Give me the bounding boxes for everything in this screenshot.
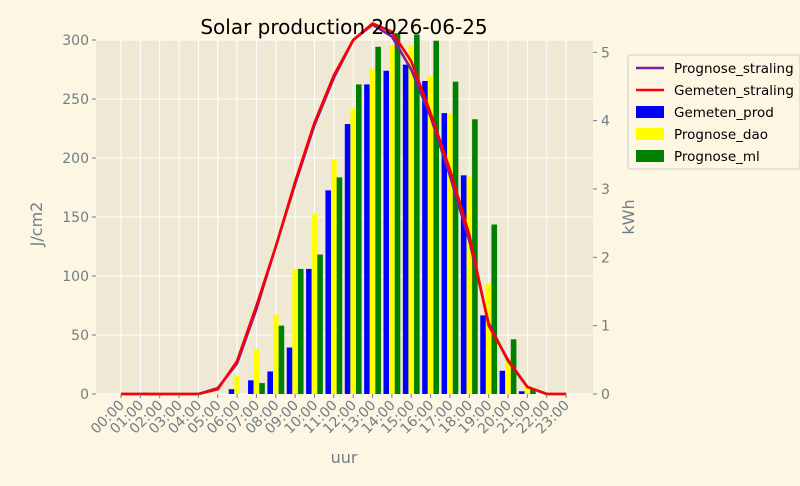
y-axis-label-left: J/cm2 bbox=[27, 202, 46, 248]
y-tick-label-right: 3 bbox=[601, 182, 610, 198]
y-axis-label-right: kWh bbox=[619, 199, 638, 234]
bar-prognose-dao bbox=[234, 375, 240, 394]
bar-prognose-dao bbox=[369, 68, 376, 395]
legend-box bbox=[627, 54, 800, 170]
bar-gemeten-prod bbox=[325, 190, 332, 394]
bar-gemeten-prod bbox=[364, 84, 370, 395]
bar-gemeten-prod bbox=[441, 113, 448, 395]
bar-prognose-dao bbox=[273, 314, 279, 394]
bar-gemeten-prod bbox=[499, 370, 506, 394]
bar-prognose-ml bbox=[394, 33, 401, 395]
bar-gemeten-prod bbox=[422, 81, 428, 395]
bar-prognose-dao bbox=[331, 158, 337, 394]
bar-prognose-dao bbox=[253, 348, 260, 394]
bar-prognose-ml bbox=[336, 177, 343, 394]
bar-gemeten-prod bbox=[306, 268, 312, 394]
y-tick-label-left: 250 bbox=[62, 92, 89, 108]
y-tick-label-left: 300 bbox=[62, 33, 89, 49]
legend-label: Gemeten_prod bbox=[674, 105, 774, 121]
legend-swatch-bar bbox=[636, 150, 664, 162]
legend-label: Prognose_ml bbox=[674, 149, 760, 165]
legend-swatch-bar bbox=[636, 128, 664, 140]
x-axis-label: uur bbox=[331, 448, 358, 467]
bar-prognose-ml bbox=[452, 81, 459, 394]
bar-prognose-dao bbox=[524, 385, 531, 394]
legend-label: Prognose_straling bbox=[674, 61, 794, 77]
bar-prognose-dao bbox=[408, 45, 415, 394]
bar-prognose-dao bbox=[447, 113, 453, 395]
bar-prognose-dao bbox=[466, 176, 473, 394]
legend: Prognose_straling Gemeten_straling Gemeten… bbox=[627, 54, 800, 170]
bar-series-group bbox=[143, 33, 536, 395]
bar-gemeten-prod bbox=[228, 389, 235, 394]
bar-prognose-ml bbox=[259, 383, 265, 394]
y-tick-label-right: 0 bbox=[601, 387, 610, 403]
y-tick-label-left: 100 bbox=[62, 269, 89, 285]
line-series-group bbox=[121, 22, 567, 396]
bar-prognose-ml bbox=[491, 224, 498, 394]
bar-gemeten-prod bbox=[460, 175, 467, 394]
y-tick-label-left: 0 bbox=[80, 387, 89, 403]
bar-gemeten-prod bbox=[402, 64, 409, 394]
y-tick-label-left: 200 bbox=[62, 151, 89, 167]
bar-prognose-ml bbox=[375, 46, 381, 394]
bar-prognose-dao bbox=[505, 358, 511, 394]
bar-gemeten-prod bbox=[267, 371, 273, 394]
bar-gemeten-prod bbox=[383, 70, 390, 394]
bar-prognose-dao bbox=[311, 213, 318, 394]
bar-gemeten-prod bbox=[286, 347, 293, 394]
bar-prognose-ml bbox=[317, 254, 323, 394]
bar-prognose-dao bbox=[292, 268, 298, 394]
bar-prognose-dao bbox=[350, 108, 356, 394]
chart-title: Solar production 2026-06-25 bbox=[200, 15, 487, 39]
y-tick-label-right: 1 bbox=[601, 319, 610, 335]
bar-prognose-ml bbox=[356, 84, 362, 395]
legend-label: Prognose_dao bbox=[674, 127, 768, 143]
line-gemeten-straling bbox=[121, 22, 567, 396]
y-tick-label-left: 150 bbox=[62, 210, 89, 226]
bar-prognose-ml bbox=[433, 40, 439, 394]
bar-gemeten-prod bbox=[480, 315, 486, 394]
y-tick-label-left: 50 bbox=[71, 328, 89, 344]
bar-prognose-ml bbox=[297, 268, 304, 394]
bar-gemeten-prod bbox=[518, 391, 525, 394]
y-tick-label-right: 2 bbox=[601, 250, 610, 266]
legend-label: Gemeten_straling bbox=[674, 83, 794, 99]
bar-prognose-ml bbox=[530, 389, 536, 394]
bar-prognose-dao bbox=[485, 283, 492, 394]
y-tick-label-right: 5 bbox=[601, 45, 610, 61]
bar-gemeten-prod bbox=[344, 124, 351, 394]
bar-prognose-ml bbox=[414, 34, 420, 395]
bar-prognose-ml bbox=[278, 325, 285, 394]
y-tick-label-right: 4 bbox=[601, 114, 610, 130]
bar-gemeten-prod bbox=[248, 380, 254, 394]
bar-prognose-dao bbox=[389, 45, 395, 394]
legend-swatch-bar bbox=[636, 106, 664, 118]
bar-prognose-dao bbox=[427, 76, 434, 394]
